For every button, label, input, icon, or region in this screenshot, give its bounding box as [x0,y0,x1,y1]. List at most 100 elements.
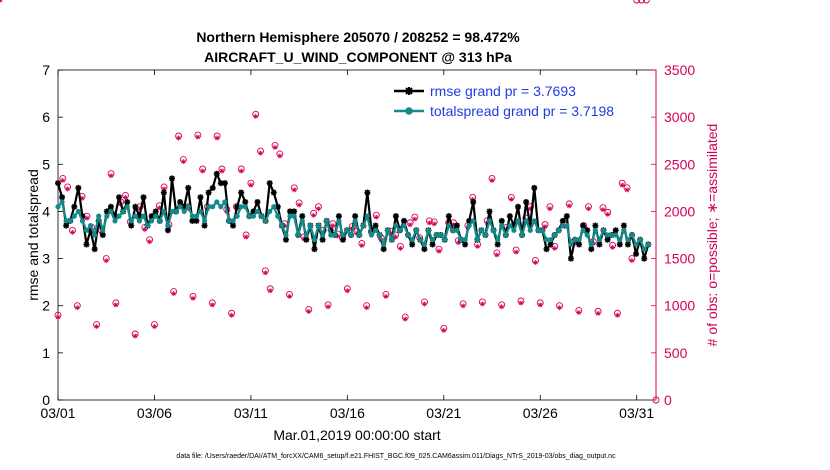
rmse-marker [592,222,599,229]
x-tick-label: 03/21 [426,405,461,421]
totalspread-marker [543,237,550,243]
obs-assimilated-marker [0,0,3,3]
totalspread-marker [474,237,480,243]
totalspread-marker [287,213,293,219]
totalspread-marker [641,246,647,252]
totalspread-marker [157,218,163,224]
obs-assimilated-marker [330,223,336,229]
obs-assimilated-marker [84,215,90,221]
obs-assimilated-marker [479,301,485,307]
totalspread-marker [633,241,639,248]
obs-assimilated-marker [629,258,635,264]
rmse-marker [299,213,306,220]
rmse-marker [515,203,522,210]
totalspread-marker [389,237,395,243]
left-tick-label: 3 [42,251,50,267]
left-tick-label: 7 [42,62,50,78]
obs-assimilated-marker [286,293,292,299]
totalspread-marker [625,237,631,243]
rmse-marker [270,189,277,196]
obs-assimilated-marker [171,291,177,297]
totalspread-marker [75,208,81,215]
totalspread-marker [511,227,517,233]
totalspread-marker [185,204,191,210]
right-tick-label: 1000 [664,298,695,314]
obs-assimilated-marker [547,206,553,212]
obs-assimilated-marker [108,173,114,179]
rmse-marker [498,217,505,224]
obs-assimilated-marker [214,135,220,141]
totalspread-marker [100,227,106,233]
totalspread-marker [613,232,619,238]
totalspread-marker [454,227,460,233]
right-tick-label: 2500 [664,156,695,172]
rmse-marker [185,184,192,191]
rmse-marker [531,184,538,191]
totalspread-marker [87,222,94,229]
totalspread-marker [552,232,558,238]
totalspread-marker [132,213,138,219]
legend-spread-label: totalspread grand pr = 3.7198 [430,103,614,119]
legend-rmse-marker [405,87,413,95]
x-tick-label: 03/31 [619,405,654,421]
rmse-marker [205,189,212,196]
x-tick-label: 03/06 [137,405,172,421]
chart-title-line1: Northern Hemisphere 205070 / 208252 = 98… [196,29,520,45]
totalspread-marker [303,232,309,238]
totalspread-marker [629,232,635,238]
rmse-marker [319,236,326,243]
xlabel: Mar.01,2019 00:00:00 start [273,427,440,443]
obs-possible-marker [638,0,645,4]
obs-assimilated-marker [200,168,206,174]
totalspread-marker [409,237,415,243]
rmse-marker [99,232,106,238]
totalspread-marker [238,204,244,210]
obs-assimilated-marker [219,168,225,174]
rmse-marker [230,222,237,229]
rmse-marker [71,203,78,210]
legend: rmse grand pr = 3.7693 totalspread grand… [394,83,614,119]
totalspread-marker [368,232,375,238]
rmse-marker [160,189,167,196]
rmse-marker [559,217,566,224]
rmse-marker [494,241,501,248]
rmse-marker [506,213,513,220]
obs-assimilated-marker [258,150,264,156]
totalspread-marker [299,218,305,224]
totalspread-marker [609,232,615,238]
totalspread-marker [495,237,501,243]
obs-assimilated-marker [195,134,201,140]
obs-assimilated-marker [566,203,572,209]
totalspread-marker [67,218,73,224]
totalspread-marker [417,237,423,243]
totalspread-marker [547,237,554,243]
obs-assimilated-marker [595,310,601,316]
rmse-marker [238,189,245,196]
obs-assimilated-marker [267,288,273,294]
totalspread-marker [161,208,167,215]
totalspread-marker [283,232,289,238]
totalspread-marker [600,227,607,233]
totalspread-marker [55,204,61,210]
left-tick-label: 5 [42,156,50,172]
totalspread-marker [104,213,110,219]
obs-assimilated-marker [142,226,148,232]
rmse-marker [380,246,387,253]
totalspread-marker [291,213,297,219]
totalspread-marker [360,222,366,229]
rmse-marker [168,175,175,182]
obs-assimilated-marker [238,168,244,174]
rmse-marker [604,236,611,243]
rmse-marker [221,180,228,187]
totalspread-marker [307,222,313,229]
rmse-marker [576,241,583,248]
obs-assimilated-marker [494,252,500,258]
totalspread-marker [458,237,464,243]
totalspread-marker [462,237,468,243]
totalspread-marker [535,227,541,233]
obs-assimilated-marker [306,308,312,314]
totalspread-marker [401,222,407,229]
obs-assimilated-marker [113,302,119,308]
totalspread-marker [413,227,419,233]
left-tick-label: 2 [42,298,50,314]
